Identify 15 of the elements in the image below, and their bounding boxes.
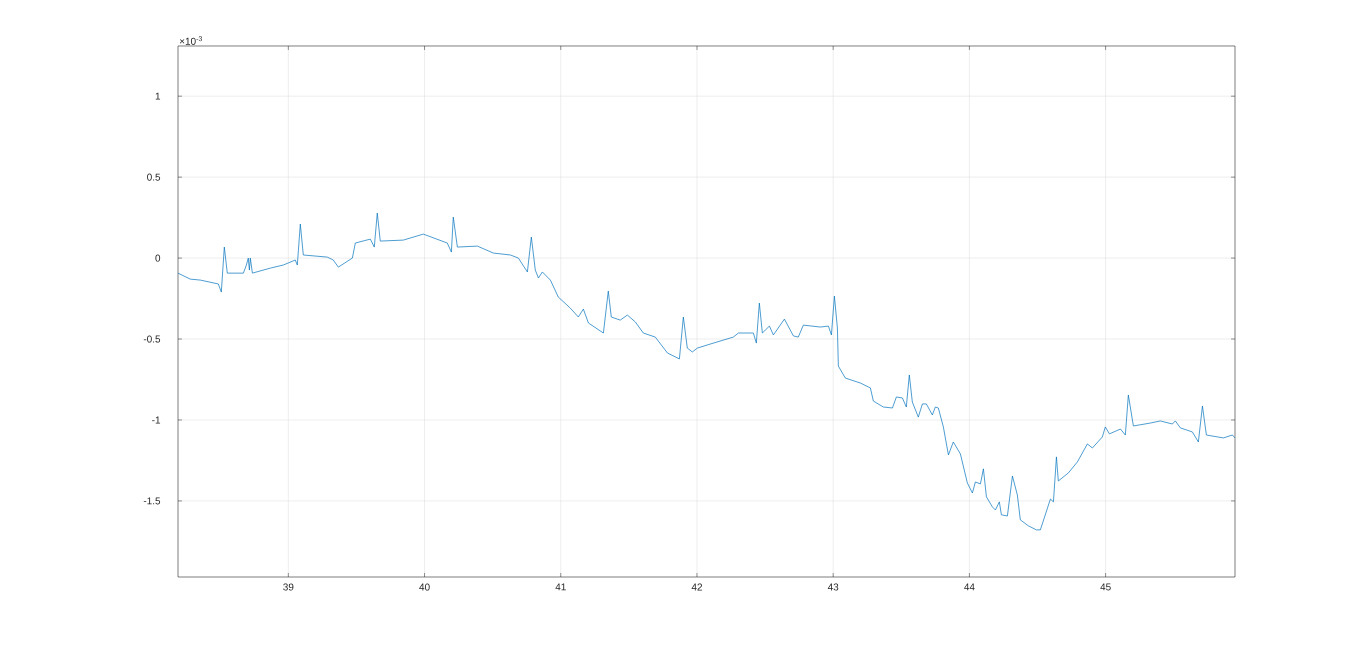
x-tick-label: 45 bbox=[1100, 583, 1111, 591]
x-tick-label: 41 bbox=[555, 583, 566, 591]
x-tick-label: 39 bbox=[283, 583, 294, 591]
x-tick-label: 44 bbox=[964, 583, 975, 591]
y-tick-label: -0.5 bbox=[143, 335, 161, 343]
x-tick-label: 43 bbox=[827, 583, 839, 591]
y-tick-label: -1 bbox=[152, 416, 161, 424]
y-tick-label: -1.5 bbox=[143, 497, 161, 505]
line-series bbox=[178, 212, 1235, 531]
x-tick-label: 40 bbox=[419, 583, 430, 591]
y-tick-label: 0 bbox=[155, 254, 161, 262]
y-tick-label: 1 bbox=[155, 92, 161, 100]
y-tick-label: 0.5 bbox=[147, 173, 161, 181]
x-tick-label: 42 bbox=[691, 583, 703, 591]
text: ×10$^{-3}$ bbox=[179, 36, 202, 45]
